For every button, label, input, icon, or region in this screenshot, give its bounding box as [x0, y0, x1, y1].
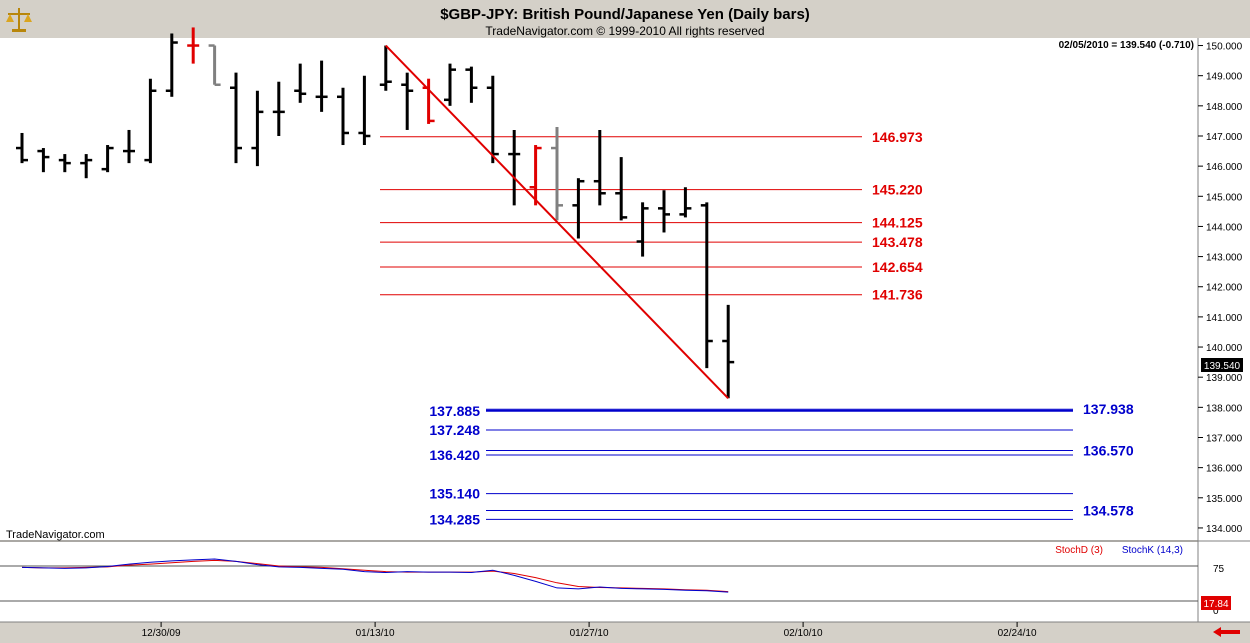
price-tick-label: 143.000 — [1206, 253, 1243, 264]
ohlc-bar — [465, 66, 478, 103]
price-bars — [16, 27, 735, 399]
fib-level-label-blue-left: 137.248 — [429, 422, 480, 438]
fib-level-label-blue-right: 137.938 — [1083, 401, 1134, 417]
time-tick-label: 02/10/10 — [784, 628, 823, 639]
ohlc-bar — [315, 60, 328, 112]
fib-level-label-blue-left: 134.285 — [429, 511, 480, 527]
fib-level-label-red: 142.654 — [872, 259, 923, 275]
ohlc-bar — [401, 72, 414, 130]
fib-level-label-blue-left: 137.885 — [429, 403, 480, 419]
ohlc-bar — [165, 33, 178, 97]
ohlc-bar — [251, 90, 264, 167]
price-tick-label: 136.000 — [1206, 464, 1243, 475]
ohlc-bar — [101, 145, 114, 173]
price-tick-label: 139.000 — [1206, 373, 1243, 384]
trendline[interactable] — [385, 44, 729, 399]
ohlc-bar — [679, 187, 692, 218]
ohlc-bar — [337, 87, 349, 146]
stoch-k-legend: StochK (14,3) — [1122, 545, 1183, 556]
ohlc-bar — [529, 145, 542, 206]
ohlc-bar — [722, 304, 735, 399]
watermark: TradeNavigator.com — [6, 529, 105, 541]
price-tick-label: 140.000 — [1206, 343, 1243, 354]
price-tick-label: 146.000 — [1206, 162, 1243, 173]
price-tick-label: 138.000 — [1206, 403, 1243, 414]
chart-title: $GBP-JPY: British Pound/Japanese Yen (Da… — [440, 6, 810, 23]
quote-readout: 02/05/2010 = 139.540 (-0.710) — [1059, 40, 1194, 51]
ohlc-bar — [508, 129, 521, 206]
ohlc-bar — [58, 154, 71, 173]
ohlc-bar — [144, 78, 157, 164]
fib-level-label-blue-left: 136.420 — [429, 447, 480, 463]
price-axis: 150.000 149.000 148.000 147.000 146.000 145.0… — [1198, 42, 1243, 535]
ohlc-bar — [444, 63, 456, 106]
ohlc-bar — [208, 44, 221, 86]
price-tick-label: 137.000 — [1206, 433, 1243, 444]
stoch-last-value: 17.84 — [1203, 599, 1228, 610]
fib-level-label-blue-left: 135.140 — [429, 486, 480, 502]
fib-levels-blue: 137.885 137.248 136.420 135.140 134.285 137.9… — [429, 401, 1133, 527]
copyright-line: TradeNavigator.com © 1999-2010 All right… — [485, 24, 764, 38]
price-tick-label: 149.000 — [1206, 72, 1243, 83]
ohlc-bar — [486, 75, 499, 164]
ohlc-bar — [80, 154, 93, 179]
ohlc-bar — [16, 132, 28, 164]
price-tick-label: 134.000 — [1206, 524, 1243, 535]
fib-level-label-red: 144.125 — [872, 215, 923, 231]
ohlc-bar — [37, 148, 50, 173]
price-tick-label: 145.000 — [1206, 192, 1243, 203]
stoch-level-0: 0 — [1213, 606, 1219, 617]
ohlc-bar — [572, 178, 585, 239]
ohlc-bar — [123, 129, 135, 164]
fib-level-label-blue-right: 136.570 — [1083, 442, 1134, 458]
ohlc-bar — [379, 45, 392, 91]
price-tick-label: 147.000 — [1206, 132, 1243, 143]
price-tick-label: 135.000 — [1206, 494, 1243, 505]
time-tick-label: 01/27/10 — [570, 628, 609, 639]
ohlc-bar — [551, 126, 563, 221]
ohlc-bar — [230, 72, 242, 164]
stochastic-panel[interactable] — [0, 542, 1198, 622]
fib-level-label-red: 145.220 — [872, 182, 923, 198]
stoch-k-line — [21, 558, 729, 593]
ohlc-bar — [593, 129, 606, 206]
last-price-label: 139.540 — [1204, 361, 1241, 372]
time-tick-label: 02/24/10 — [998, 628, 1037, 639]
price-tick-label: 148.000 — [1206, 102, 1243, 113]
price-tick-label: 144.000 — [1206, 222, 1243, 233]
stoch-last-marker — [1201, 596, 1231, 610]
stoch-level-75: 75 — [1213, 564, 1225, 575]
fib-levels-red: 146.973 145.220 144.125 143.478 142.654 141.7… — [380, 129, 923, 303]
price-tick-label: 141.000 — [1206, 313, 1243, 324]
time-tick-label: 01/13/10 — [356, 628, 395, 639]
fib-level-label-red: 146.973 — [872, 129, 923, 145]
fib-level-label-red: 143.478 — [872, 234, 923, 250]
stoch-d-legend: StochD (3) — [1055, 545, 1103, 556]
price-tick-label: 142.000 — [1206, 283, 1243, 294]
price-axis-panel[interactable] — [1198, 38, 1250, 622]
price-tick-label: 150.000 — [1206, 42, 1243, 53]
ohlc-bar — [358, 75, 371, 146]
ohlc-bar — [187, 27, 200, 64]
fib-level-label-red: 141.736 — [872, 287, 923, 303]
ohlc-bar — [272, 81, 285, 136]
time-tick-label: 12/30/09 — [142, 628, 181, 639]
ohlc-bar — [294, 63, 307, 103]
arrow-left-icon[interactable] — [1213, 627, 1240, 637]
price-panel[interactable] — [0, 38, 1198, 540]
fib-level-label-blue-right: 134.578 — [1083, 503, 1134, 519]
ohlc-bar — [636, 202, 649, 257]
ohlc-bar — [658, 190, 670, 233]
ohlc-bar — [700, 202, 713, 369]
time-axis: 12/30/09 01/13/10 01/27/10 02/10/10 02/24/10 — [142, 622, 1037, 639]
last-price-marker — [1201, 358, 1243, 372]
ohlc-bar — [615, 157, 628, 221]
scales-icon[interactable] — [4, 4, 34, 34]
